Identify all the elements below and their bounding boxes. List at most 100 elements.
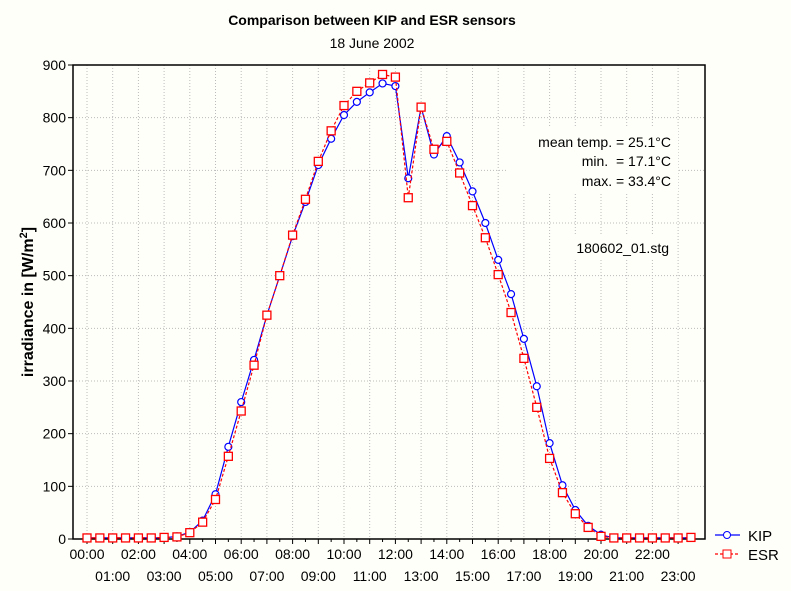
x-tick-label: 18:00 [532, 546, 567, 562]
data-point-esr [236, 406, 246, 416]
data-point-esr [313, 156, 323, 167]
x-tick-label: 16:00 [481, 546, 516, 562]
x-tick-label: 09:00 [301, 568, 336, 584]
y-tick-label: 900 [43, 57, 67, 73]
data-point-esr [634, 533, 645, 543]
y-tick-label: 200 [43, 426, 67, 442]
plot-frame [72, 64, 706, 540]
x-tick-label: 11:00 [353, 568, 387, 584]
data-point-kip [365, 88, 374, 97]
data-point-kip [339, 110, 349, 120]
y-tick-label: 600 [43, 215, 67, 231]
y-tick-label: 400 [43, 320, 67, 336]
legend-marker-esr [722, 549, 732, 559]
chart-subtitle: 18 June 2002 [330, 35, 415, 51]
series-esr [82, 69, 696, 543]
data-point-esr [275, 271, 285, 281]
x-tick-label: 21:00 [609, 568, 644, 584]
annotation-background [508, 128, 678, 192]
data-point-esr [339, 100, 349, 111]
data-point-esr [223, 451, 234, 461]
y-tick-label: 500 [43, 268, 67, 284]
x-tick-label: 00:00 [69, 546, 104, 562]
data-point-esr [660, 533, 670, 543]
y-tick-label: 800 [43, 110, 67, 126]
annotation-min-temp: min. = 17.1°C [582, 153, 671, 169]
data-point-esr [429, 144, 439, 154]
data-point-esr [172, 532, 182, 542]
data-point-kip [519, 334, 529, 343]
data-point-kip [545, 439, 554, 448]
data-point-esr [82, 533, 92, 543]
y-axis: 0 100 200 300 400 500 600 700 800 900 [43, 57, 73, 547]
x-tick-label: 01:00 [95, 568, 130, 584]
x-tick-label: 04:00 [172, 546, 207, 562]
data-point-esr [686, 532, 696, 543]
x-tick-label: 03:00 [147, 568, 182, 584]
legend-marker-kip [723, 531, 731, 539]
data-point-esr [365, 78, 375, 88]
data-point-esr [108, 533, 118, 543]
legend-label-esr: ESR [748, 547, 779, 564]
data-point-esr [557, 488, 568, 498]
x-tick-label: 06:00 [224, 546, 259, 562]
data-point-esr [622, 533, 632, 543]
x-axis: 00:00 01:00 02:00 03:00 04:00 05:00 06:00 07:00… [69, 539, 696, 584]
data-point-esr [249, 360, 259, 370]
data-point-esr [544, 453, 555, 464]
series [82, 69, 696, 543]
data-point-esr [506, 307, 516, 318]
y-tick-label: 100 [43, 478, 67, 494]
data-point-esr [300, 194, 311, 204]
data-point-esr [609, 533, 619, 543]
data-point-esr [403, 193, 413, 203]
data-point-kip [378, 79, 387, 88]
file-label-background [560, 236, 672, 258]
x-tick-label: 23:00 [661, 568, 696, 584]
data-point-kip [352, 97, 361, 106]
x-tick-label: 17:00 [506, 568, 541, 584]
data-point-kip [468, 187, 477, 196]
data-point-esr [519, 353, 529, 364]
legend: KIP ESR [715, 528, 779, 564]
data-point-kip [455, 158, 464, 167]
data-point-esr [647, 533, 658, 543]
data-point-esr [185, 528, 195, 538]
data-point-esr [197, 517, 208, 527]
data-point-esr [493, 269, 503, 280]
y-tick-label: 700 [43, 162, 67, 178]
annotation-mean-temp: mean temp. = 25.1°C [538, 134, 671, 150]
data-point-esr [95, 533, 105, 543]
data-point-esr [532, 402, 542, 412]
y-axis-label: irradiance in [W/m2] [18, 227, 37, 377]
x-tick-label: 05:00 [198, 568, 233, 584]
data-point-kip [532, 382, 541, 391]
data-point-esr [583, 522, 593, 533]
data-point-esr [262, 310, 272, 320]
x-tick-label: 20:00 [583, 546, 618, 562]
data-point-kip [506, 290, 516, 299]
y-tick-label: 0 [58, 531, 66, 547]
y-tick-label: 300 [43, 373, 67, 389]
x-tick-label: 10:00 [326, 546, 361, 562]
data-point-esr [326, 126, 336, 136]
annotation-file: 180602_01.stg [576, 240, 669, 256]
data-point-esr [454, 168, 465, 178]
data-point-esr [467, 200, 478, 211]
x-tick-label: 19:00 [558, 568, 593, 584]
data-point-esr [673, 533, 683, 543]
chart-title: Comparison between KIP and ESR sensors [228, 12, 516, 28]
data-point-esr [596, 531, 606, 542]
data-point-kip [391, 81, 400, 91]
x-tick-label: 13:00 [404, 568, 439, 584]
data-point-esr [210, 494, 221, 505]
data-point-esr [133, 533, 144, 543]
data-point-esr [390, 72, 401, 82]
x-tick-label: 22:00 [635, 546, 670, 562]
data-point-kip [494, 255, 503, 264]
x-tick-label: 02:00 [121, 546, 156, 562]
data-point-esr [442, 136, 452, 147]
data-point-esr [480, 233, 491, 243]
data-point-esr [416, 102, 426, 112]
x-tick-label: 14:00 [429, 546, 464, 562]
